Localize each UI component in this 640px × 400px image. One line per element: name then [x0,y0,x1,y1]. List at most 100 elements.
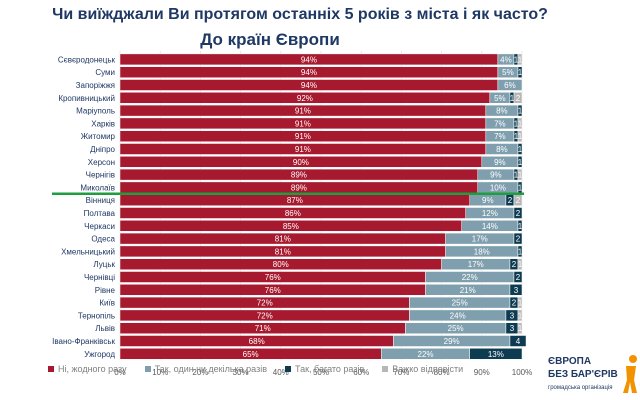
bar-segment-hard [517,53,523,66]
data-label-never: 89% [291,183,307,192]
logo-text-line3: громадська організація [548,385,613,391]
data-label-many: 2 [512,260,517,269]
category-label: Чернігів [86,171,115,180]
bar-segment-many [513,271,523,283]
data-label-once: 8% [496,145,508,154]
data-label-many: 1 [514,55,519,64]
data-label-never: 76% [265,286,281,295]
data-label-many: 13% [488,350,504,359]
data-label-once: 17% [468,260,484,269]
x-tick-label-100: 100% [512,368,532,377]
category-label: Вінниця [86,196,115,205]
legend-label-once: Так, один чи декілька разів [154,364,267,374]
category-label: Івано-Франківськ [52,337,115,346]
data-label-once: 9% [494,158,506,167]
data-label-hard: 1 [518,311,523,320]
bar-segment-hard [517,258,523,270]
data-label-never: 86% [285,209,301,218]
bar-segment-once [497,79,523,91]
x-tick-label-10: 10% [152,368,168,377]
category-label: Київ [99,299,115,308]
legend-swatch-once [144,366,151,372]
data-label-many: 1 [514,119,519,128]
data-label-never: 81% [275,247,291,256]
data-label-many: 2 [512,299,517,308]
data-label-once: 14% [482,222,498,231]
data-label-many: 2 [516,209,521,218]
x-tick-label-20: 20% [192,368,208,377]
category-label: Кропивницький [58,94,115,103]
bar-segment-hard [517,130,523,142]
data-label-once: 5% [502,68,514,77]
x-tick-label-80: 80% [434,368,450,377]
data-label-once: 5% [494,94,506,103]
category-label: Чернівці [84,273,115,282]
logo-text-line1: ЄВРОПА [548,356,592,367]
data-label-never: 94% [301,55,317,64]
bar-segment-hard [517,168,523,181]
category-label: Миколаїв [80,183,115,192]
person-figure-icon [623,355,637,393]
data-label-once: 12% [482,209,498,218]
data-label-never: 65% [243,350,259,359]
bar-segment-hard [513,92,523,104]
category-label: Харків [91,119,115,128]
data-label-many: 3 [510,311,515,320]
data-label-many: 1 [518,158,523,167]
legend-label-many: Так, багато разів [295,364,365,374]
bar-segment-hard [517,309,523,322]
category-label: Львів [95,324,115,333]
chart-title: Чи виїжджали Ви протягом останніх 5 рокі… [52,6,548,23]
data-label-many: 1 [518,68,523,77]
category-label: Сєвєродонецьк [58,55,116,64]
legend-label-hard: Важко відповісти [392,364,464,374]
legend-item-many: Так, багато разів [285,364,364,374]
legend-item-hard: Важко відповісти [382,364,463,374]
category-label: Одеса [91,235,115,244]
data-label-many: 2 [508,196,513,205]
bar-segment-hard [517,322,523,334]
data-label-hard: 1 [518,260,523,269]
logo-text-line2: БЕЗ БАР'ЄРІВ [548,369,618,380]
data-label-once: 29% [444,337,460,346]
chart-legend: Ні, жодного разу Так, один чи декілька р… [48,364,463,374]
data-label-many: 1 [518,247,523,256]
data-label-never: 81% [275,235,291,244]
category-label: Херсон [88,158,115,167]
data-label-once: 4% [500,55,512,64]
x-tick-label-30: 30% [233,368,249,377]
data-label-hard: 1 [518,55,523,64]
data-label-many: 1 [518,145,523,154]
category-label: Полтава [84,209,116,218]
category-label: Запоріжжя [76,81,115,90]
bar-segment-many [509,335,527,347]
data-label-hard: 2 [516,196,521,205]
category-label: Ужгород [84,350,115,359]
bar-segment-many [513,232,523,245]
data-label-once: 9% [490,171,502,180]
data-label-many: 2 [516,235,521,244]
bar-segment-hard [517,117,523,130]
data-label-once: 22% [418,350,434,359]
category-label: Житомир [81,132,116,141]
category-label: Дніпро [90,145,115,154]
data-label-never: 80% [273,260,289,269]
data-label-once: 17% [472,235,488,244]
category-label: Хмельницький [61,247,115,256]
data-label-hard: 1 [518,171,523,180]
data-label-never: 91% [295,119,311,128]
category-label: Маріуполь [76,107,115,116]
data-label-never: 87% [287,196,303,205]
data-label-never: 72% [257,299,273,308]
legend-item-once: Так, один чи декілька разів [144,364,267,374]
data-label-many: 1 [518,183,523,192]
data-label-many: 4 [516,337,521,346]
data-label-never: 94% [301,81,317,90]
bar-segment-many [517,245,523,258]
bar-segment-many [517,66,523,78]
organization-logo: ЄВРОПА БЕЗ БАР'ЄРІВ громадська організац… [548,354,638,398]
bar-segment-many [517,104,523,117]
data-label-hard: 1 [518,119,523,128]
legend-label-never: Ні, жодного разу [58,364,127,374]
data-label-never: 68% [249,337,265,346]
